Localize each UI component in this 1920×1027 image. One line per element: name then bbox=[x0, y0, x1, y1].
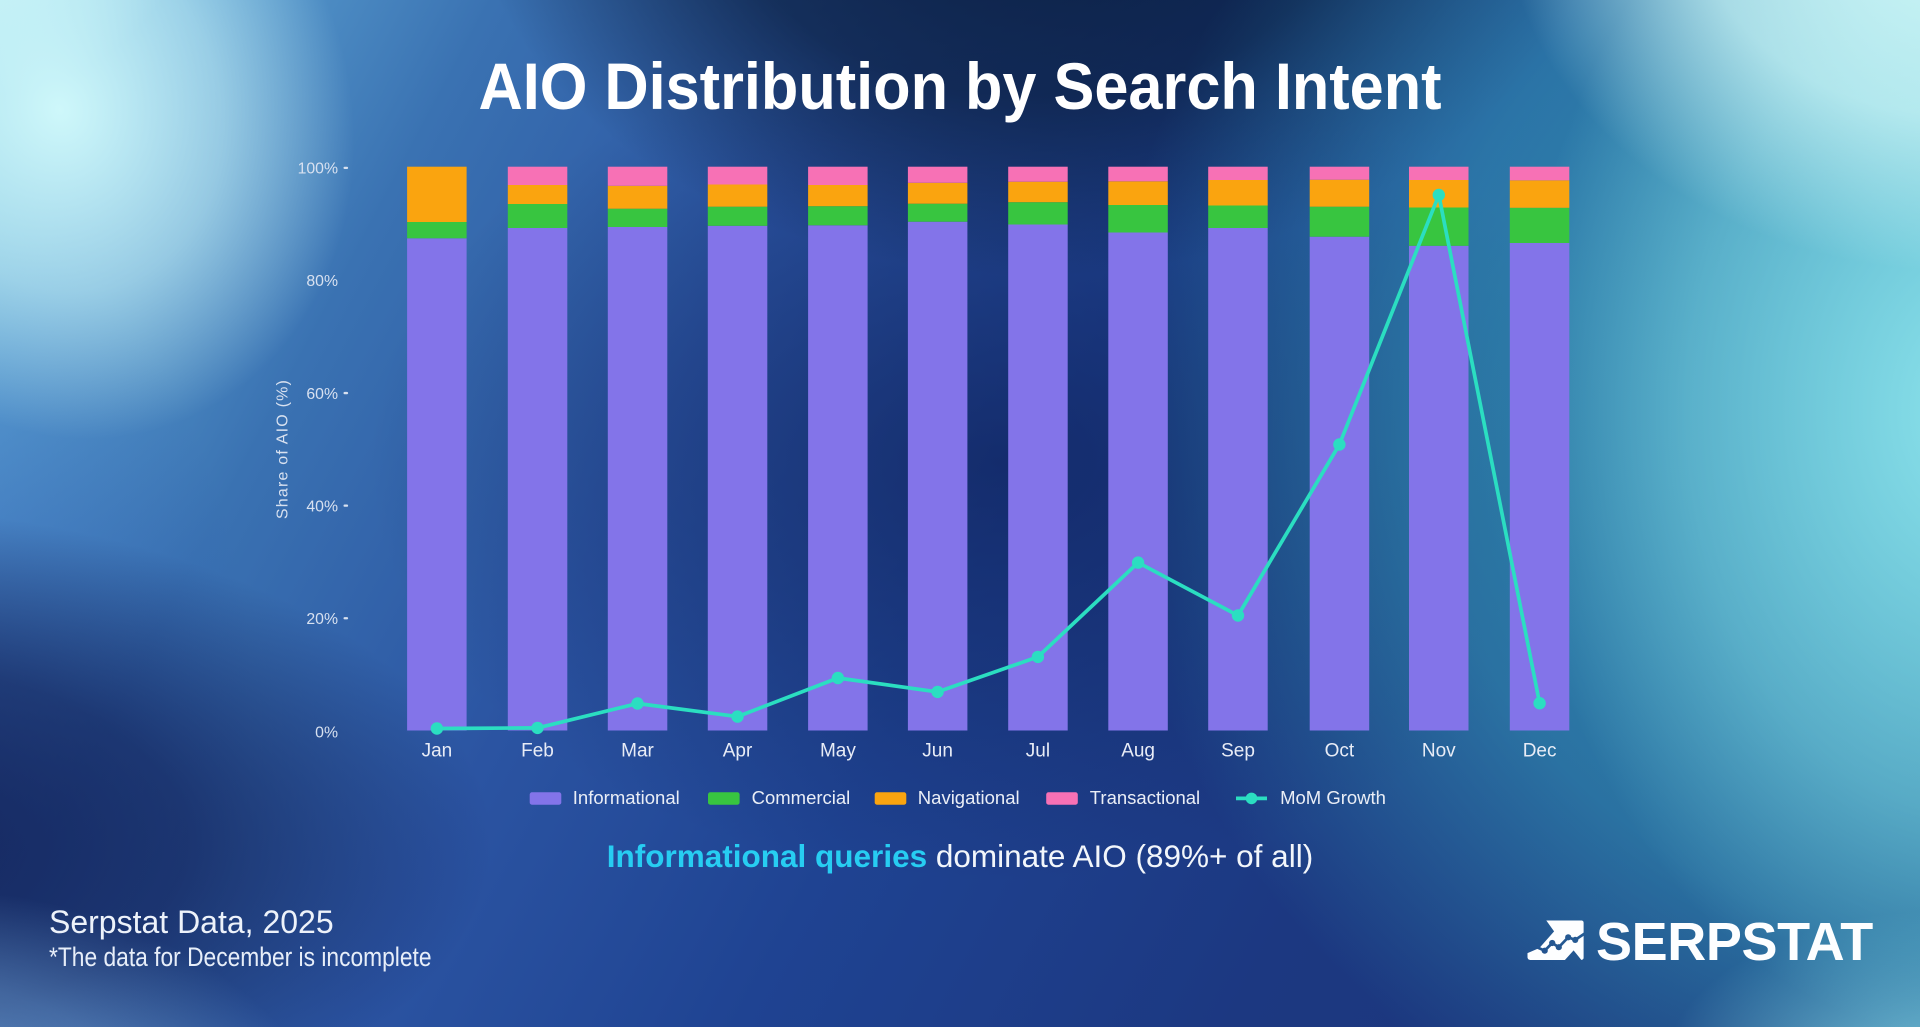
svg-text:Jul: Jul bbox=[1026, 741, 1050, 762]
svg-text:Nov: Nov bbox=[1422, 741, 1456, 762]
svg-text:100%: 100% bbox=[298, 161, 338, 178]
svg-text:40%: 40% bbox=[306, 498, 338, 515]
svg-text:MoM Growth: MoM Growth bbox=[1280, 787, 1386, 808]
svg-text:Transactional: Transactional bbox=[1090, 787, 1200, 808]
svg-text:Apr: Apr bbox=[723, 741, 753, 762]
svg-text:Feb: Feb bbox=[521, 741, 554, 762]
svg-text:May: May bbox=[820, 741, 856, 762]
svg-text:20%: 20% bbox=[306, 611, 338, 628]
svg-text:Informational: Informational bbox=[573, 787, 680, 808]
svg-text:Aug: Aug bbox=[1121, 741, 1155, 762]
svg-text:Share of AIO (%): Share of AIO (%) bbox=[275, 379, 292, 519]
svg-text:Sep: Sep bbox=[1221, 741, 1255, 762]
svg-text:Commercial: Commercial bbox=[752, 787, 851, 808]
svg-text:Jan: Jan bbox=[422, 741, 453, 762]
svg-text:80%: 80% bbox=[306, 273, 338, 290]
svg-text:Navigational: Navigational bbox=[918, 787, 1020, 808]
svg-text:Mar: Mar bbox=[621, 741, 654, 762]
svg-text:Dec: Dec bbox=[1523, 741, 1557, 762]
svg-text:Oct: Oct bbox=[1325, 741, 1355, 762]
svg-text:Jun: Jun bbox=[922, 741, 953, 762]
svg-text:60%: 60% bbox=[306, 386, 338, 403]
svg-text:0%: 0% bbox=[315, 724, 338, 741]
